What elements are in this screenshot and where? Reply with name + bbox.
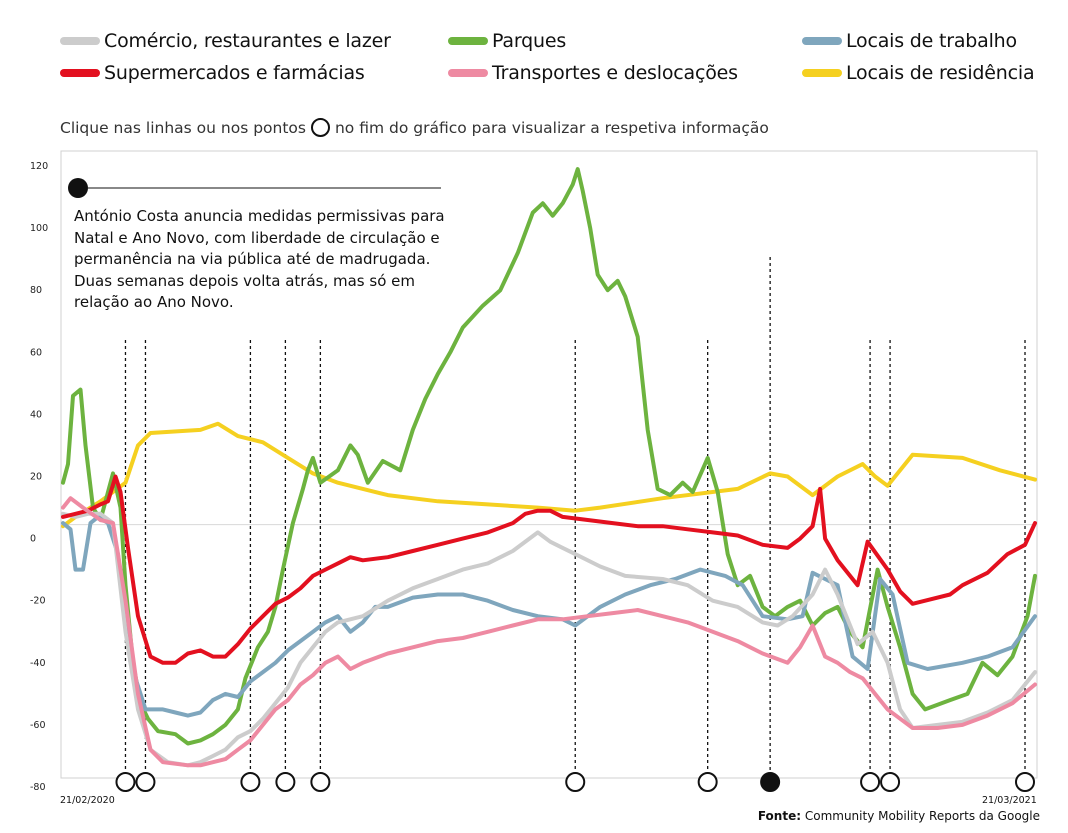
series-line[interactable] [61, 167, 1037, 746]
y-tick-label: -40 [30, 658, 46, 669]
source-text: Community Mobility Reports da Google [804, 809, 1040, 823]
event-marker[interactable] [275, 772, 296, 792]
y-tick-label: 0 [30, 534, 36, 545]
legend-label: Locais de residência [846, 62, 1035, 84]
y-tick-label: 80 [30, 285, 42, 296]
source-label: Fonte: [757, 809, 802, 823]
y-tick-label: 20 [30, 472, 42, 483]
legend-item[interactable]: Transportes e deslocações [448, 58, 738, 88]
legend-item[interactable]: Parques [448, 26, 566, 56]
plot-frame [60, 150, 1038, 779]
y-tick-label: 100 [30, 223, 48, 234]
y-tick-label: -20 [30, 596, 46, 607]
legend-item[interactable]: Locais de residência [802, 58, 1035, 88]
series-line[interactable] [61, 421, 1037, 529]
event-marker[interactable] [115, 772, 136, 792]
event-marker[interactable] [697, 772, 718, 792]
legend-label: Locais de trabalho [846, 30, 1017, 52]
y-tick-label: -80 [30, 782, 46, 793]
legend-label: Parques [492, 30, 567, 52]
mobility-chart[interactable]: 120 100 80 60 40 20 0 -20 -40 -60 -80 [0, 148, 1068, 808]
legend-label: Transportes e deslocações [492, 62, 738, 84]
legend: Comércio, restaurantes e lazer Parques Loc… [0, 0, 1068, 100]
legend-swatch [448, 37, 488, 45]
legend-swatch [802, 69, 842, 77]
event-marker[interactable] [240, 772, 261, 792]
x-end-label: 21/03/2021 [982, 795, 1037, 806]
event-marker[interactable] [565, 772, 586, 792]
legend-label: Comércio, restaurantes e lazer [104, 30, 391, 52]
annotation-dot [68, 178, 88, 198]
legend-label: Supermercados e farmácias [104, 62, 365, 84]
x-start-label: 21/02/2020 [60, 795, 115, 806]
event-marker[interactable] [860, 772, 881, 792]
y-tick-label: 120 [30, 161, 48, 172]
event-marker[interactable] [135, 772, 156, 792]
legend-swatch [60, 37, 100, 45]
legend-swatch [802, 37, 842, 45]
series-line[interactable] [61, 474, 1037, 665]
legend-item[interactable]: Comércio, restaurantes e lazer [60, 26, 391, 56]
instruction-after: no fim do gráfico para visualizar a resp… [334, 118, 769, 137]
instruction-before: Clique nas linhas ou nos pontos [60, 118, 306, 137]
instruction-text: Clique nas linhas ou nos pontos no fim d… [60, 118, 769, 137]
annotation-text: António Costa anuncia medidas permissiva… [74, 207, 445, 311]
event-marker[interactable] [880, 772, 901, 792]
event-marker[interactable] [1015, 772, 1036, 792]
event-marker[interactable] [760, 772, 781, 792]
circle-marker-icon [310, 118, 330, 137]
event-marker[interactable] [310, 772, 331, 792]
y-tick-label: 60 [30, 347, 42, 358]
y-tick-label: -60 [30, 720, 46, 731]
y-tick-label: 40 [30, 409, 42, 420]
legend-item[interactable]: Locais de trabalho [802, 26, 1017, 56]
source-credit: Fonte: Community Mobility Reports da Goo… [758, 809, 1040, 823]
legend-swatch [448, 69, 488, 77]
series-line[interactable] [61, 496, 1037, 768]
legend-swatch [60, 69, 100, 77]
legend-item[interactable]: Supermercados e farmácias [60, 58, 365, 88]
